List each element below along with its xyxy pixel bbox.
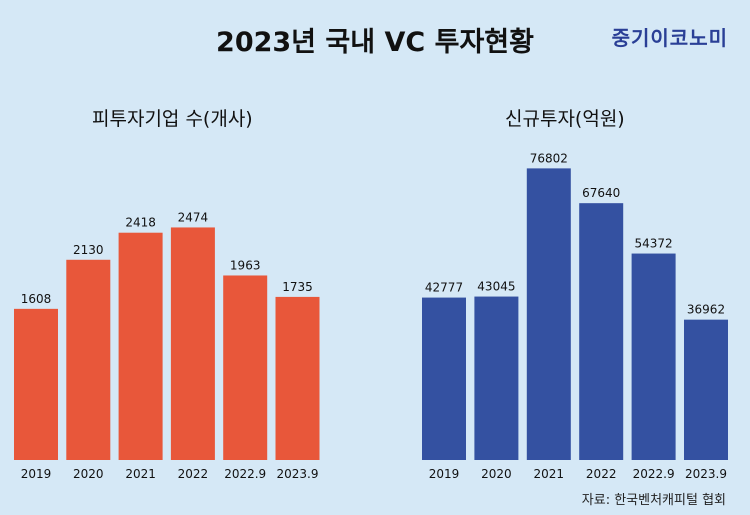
- tick-label-left-2021: 2021: [125, 467, 156, 481]
- tick-label-left-2023.9: 2023.9: [277, 467, 319, 481]
- bar-right-2021: [526, 168, 571, 460]
- bar-left-2022: [170, 227, 215, 460]
- brand-logo: 중기이코노미: [611, 26, 728, 50]
- tick-label-right-2022.9: 2022.9: [633, 467, 675, 481]
- data-label-right-2023.9: 36962: [687, 303, 725, 317]
- bar-left-2019: [14, 308, 58, 460]
- data-label-left-2022: 2474: [178, 210, 209, 224]
- bar-left-2021: [118, 232, 163, 460]
- tick-label-right-2019: 2019: [429, 467, 460, 481]
- bar-left-2022.9: [223, 275, 268, 460]
- tick-label-left-2019: 2019: [21, 467, 52, 481]
- bar-right-2022.9: [631, 253, 676, 460]
- data-label-left-2023.9: 1735: [282, 280, 313, 294]
- bar-right-2022: [579, 203, 624, 461]
- chart-title-companies: 피투자기업 수(개사): [92, 108, 253, 130]
- source-note: 자료: 한국벤처캐피털 협회: [581, 493, 726, 508]
- bar-left-2023.9: [275, 296, 320, 460]
- data-label-right-2019: 42777: [425, 281, 463, 295]
- data-label-left-2019: 1608: [21, 292, 52, 306]
- tick-label-left-2022.9: 2022.9: [224, 467, 266, 481]
- page-title: 2023년 국내 VC 투자현황: [216, 27, 534, 58]
- data-label-left-2020: 2130: [73, 243, 104, 257]
- tick-label-left-2022: 2022: [178, 467, 209, 481]
- bar-right-2023.9: [684, 319, 728, 460]
- data-label-left-2021: 2418: [125, 216, 156, 230]
- tick-label-right-2022: 2022: [586, 467, 617, 481]
- bar-right-2019: [422, 297, 466, 460]
- bar-left-2020: [66, 259, 111, 460]
- tick-label-right-2020: 2020: [481, 467, 512, 481]
- tick-label-right-2021: 2021: [534, 467, 565, 481]
- tick-label-right-2023.9: 2023.9: [685, 467, 727, 481]
- bar-right-2020: [474, 296, 519, 460]
- data-label-right-2021: 76802: [530, 151, 568, 165]
- data-label-left-2022.9: 1963: [230, 258, 261, 272]
- data-label-right-2022: 67640: [582, 186, 620, 200]
- tick-label-left-2020: 2020: [73, 467, 104, 481]
- chart-title-investment: 신규투자(억원): [505, 108, 625, 130]
- data-label-right-2022.9: 54372: [635, 237, 673, 251]
- data-label-right-2020: 43045: [477, 280, 515, 294]
